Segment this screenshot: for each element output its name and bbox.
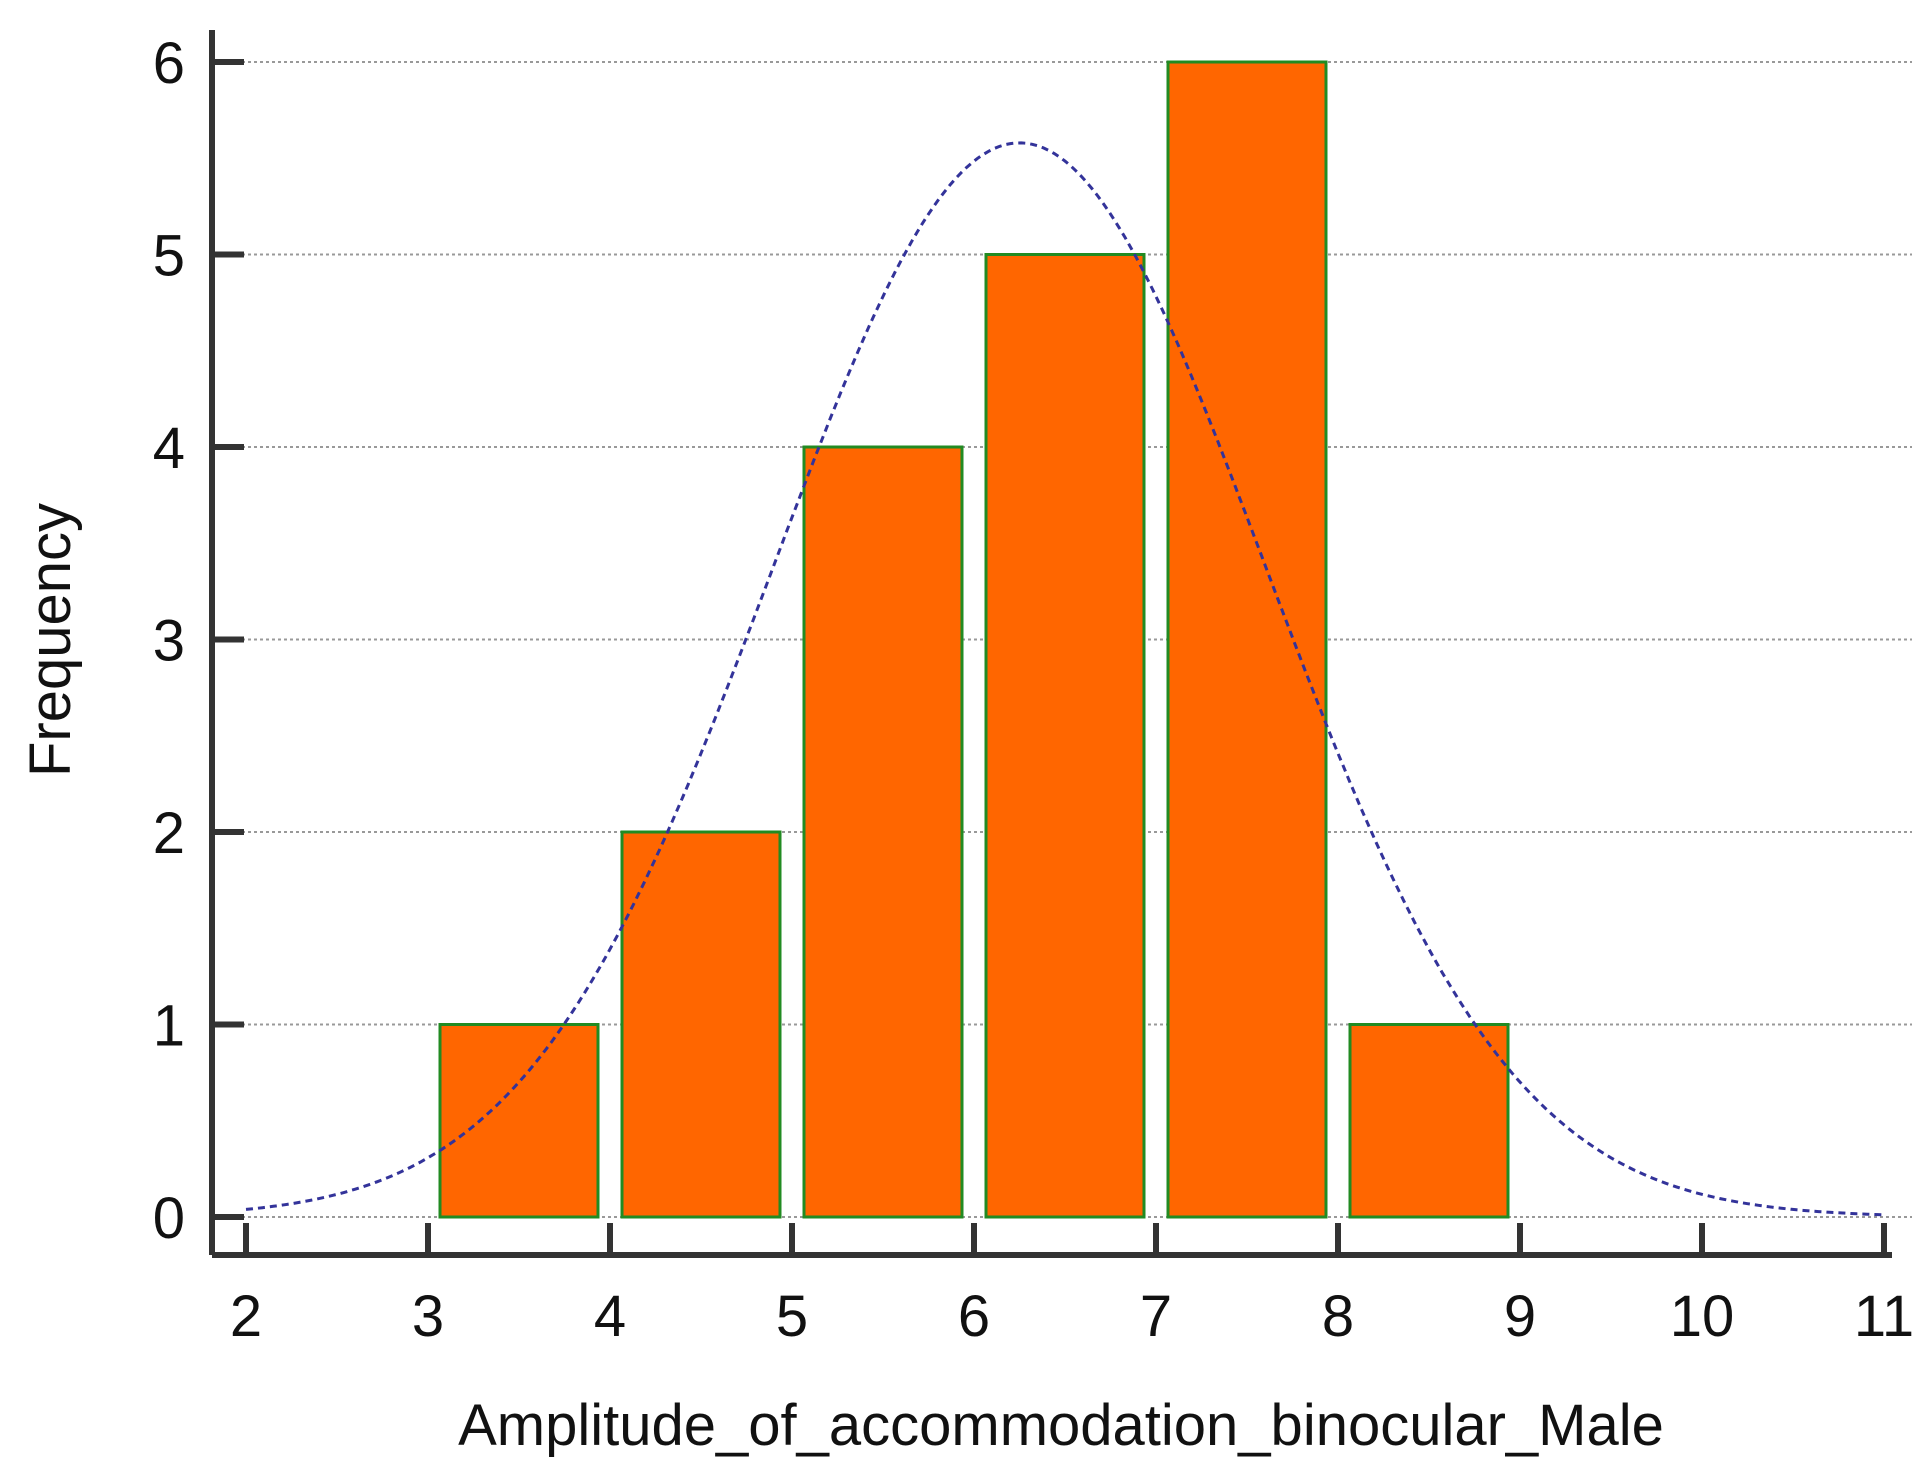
- x-tick-label: 2: [230, 1284, 262, 1349]
- histogram-bar: [1348, 1023, 1510, 1219]
- histogram-bar: [984, 253, 1146, 1219]
- histogram-bar: [1166, 60, 1328, 1219]
- y-tick-label: 3: [153, 609, 185, 674]
- x-tick-label: 9: [1504, 1284, 1536, 1349]
- y-tick-labels: 0 1 2 3 4 5 6: [153, 31, 185, 1251]
- x-tick-labels: 2 3 4 5 6 7 8 9 10 11: [230, 1284, 1914, 1349]
- histogram-bar: [620, 830, 782, 1219]
- x-tick-label: 11: [1854, 1284, 1914, 1349]
- y-tick-label: 1: [153, 994, 185, 1059]
- x-tick-label: 5: [776, 1284, 808, 1349]
- x-tick-label: 7: [1140, 1284, 1172, 1349]
- histogram-bar: [438, 1023, 600, 1219]
- x-tick-label: 10: [1670, 1284, 1735, 1349]
- y-tick-label: 0: [153, 1186, 185, 1251]
- x-tick-label: 3: [412, 1284, 444, 1349]
- y-axis-title: Frequency: [18, 503, 83, 777]
- y-tick-label: 5: [153, 224, 185, 289]
- histogram-bar: [802, 445, 964, 1219]
- y-tick-label: 2: [153, 801, 185, 866]
- y-tick-label: 6: [153, 31, 185, 96]
- normal-curve: [245, 141, 1885, 1217]
- x-tick-label: 8: [1322, 1284, 1354, 1349]
- x-tick-label: 4: [594, 1284, 626, 1349]
- x-tick-label: 6: [958, 1284, 990, 1349]
- histogram-bars: [438, 60, 1510, 1219]
- axes: [209, 30, 1892, 1258]
- x-axis-title: Amplitude_of_accommodation_binocular_Mal…: [458, 1393, 1664, 1458]
- y-tick-label: 4: [153, 416, 185, 481]
